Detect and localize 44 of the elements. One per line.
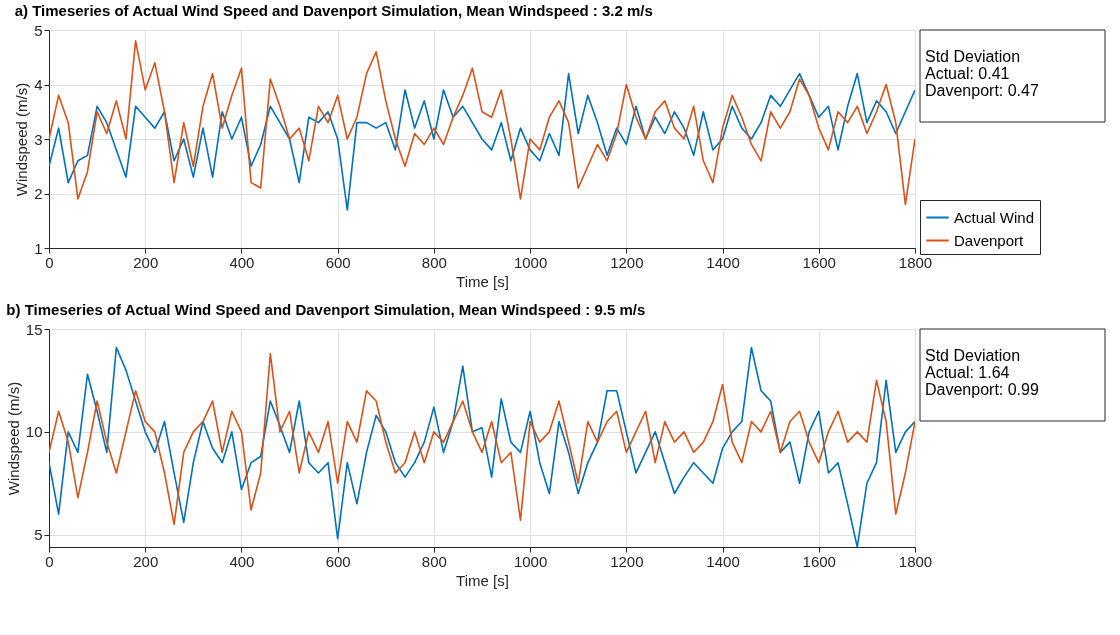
y-tick-label: 2: [34, 185, 43, 202]
x-tick-label: 0: [45, 552, 54, 570]
y-tick-label: 3: [34, 130, 43, 148]
y-tick-label: 15: [25, 320, 43, 338]
x-tick-label: 1000: [513, 552, 548, 570]
y-axis-title: Windspeed (m/s): [13, 82, 31, 197]
x-tick-label: 400: [229, 552, 255, 570]
line-series: [49, 72, 915, 211]
y-tick-label: 1: [34, 239, 43, 257]
x-tick-label: 0: [45, 253, 54, 271]
x-tick-label: 1600: [802, 552, 836, 570]
text: Davenport: 0.47: [925, 82, 1039, 100]
x-tick-label: 1200: [610, 253, 644, 271]
chart-title: a) Timeseries of Actual Wind Speed and Davenport Simulation, Mean Windspeed : 3.2 m/s: [14, 2, 653, 19]
x-tick-label: 400: [229, 253, 255, 271]
y-axis-title: Windspeed (m/s): [4, 381, 22, 496]
x-tick-label: 1400: [706, 552, 740, 570]
x-tick-label: 1400: [706, 253, 740, 271]
x-tick-label: 200: [133, 253, 159, 271]
legend-label: Actual Wind: [954, 208, 1035, 226]
x-axis-title: Time [s]: [456, 571, 509, 589]
x-axis-title: Time [s]: [456, 272, 509, 290]
x-tick-label: 1800: [898, 253, 933, 271]
x-tick-label: 1600: [802, 253, 836, 271]
text: Std Deviation: [925, 346, 1021, 364]
text: Davenport: 0.99: [925, 381, 1039, 399]
text: Actual: 0.41: [925, 65, 1010, 82]
x-tick-label: 600: [325, 253, 351, 271]
y-tick-label: 5: [34, 21, 43, 39]
x-tick-label: 200: [133, 552, 159, 570]
chart-title: b) Timeseries of Actual Wind Speed and Davenport Simulation, Mean Windspeed : 9.5 m/s: [6, 301, 646, 318]
x-tick-label: 800: [421, 253, 447, 271]
x-tick-label: 800: [421, 552, 447, 570]
x-tick-label: 1200: [610, 552, 644, 570]
text: Actual: 1.64: [925, 364, 1010, 381]
x-tick-label: 1000: [513, 253, 548, 271]
y-tick-label: 5: [34, 526, 43, 544]
text: Std Deviation: [925, 47, 1021, 65]
line-series: [49, 40, 915, 206]
y-tick-label: 4: [34, 76, 43, 93]
x-tick-label: 600: [325, 552, 351, 570]
legend-label: Davenport: [954, 231, 1025, 249]
x-tick-label: 1800: [898, 552, 933, 570]
y-tick-label: 10: [25, 423, 43, 441]
